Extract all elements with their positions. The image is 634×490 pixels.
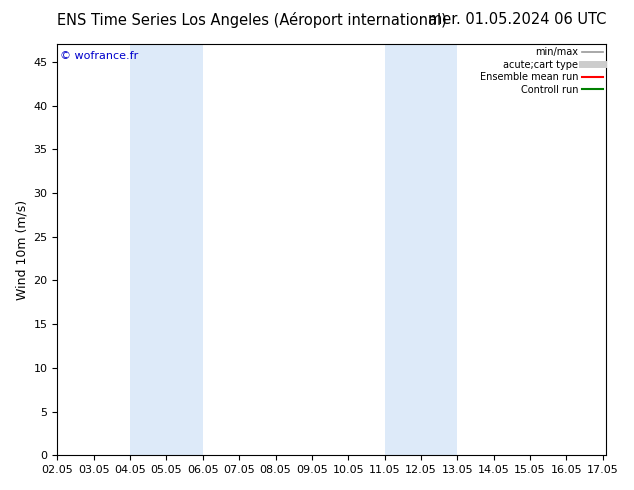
Bar xyxy=(385,45,421,455)
Text: mer. 01.05.2024 06 UTC: mer. 01.05.2024 06 UTC xyxy=(428,12,606,27)
Y-axis label: Wind 10m (m/s): Wind 10m (m/s) xyxy=(15,200,28,300)
Legend: min/max, acute;cart type, Ensemble mean run, Controll run: min/max, acute;cart type, Ensemble mean … xyxy=(480,48,604,95)
Bar xyxy=(130,45,167,455)
Bar xyxy=(167,45,203,455)
Text: © wofrance.fr: © wofrance.fr xyxy=(60,50,138,61)
Bar xyxy=(421,45,457,455)
Text: ENS Time Series Los Angeles (Aéroport international): ENS Time Series Los Angeles (Aéroport in… xyxy=(58,12,447,28)
